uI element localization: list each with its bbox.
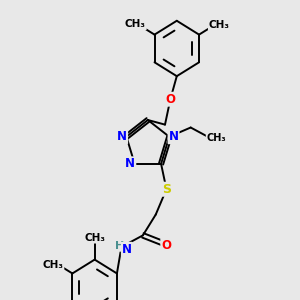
Text: CH₃: CH₃ bbox=[84, 233, 105, 243]
Text: CH₃: CH₃ bbox=[207, 133, 226, 143]
Text: H: H bbox=[115, 241, 124, 251]
Text: N: N bbox=[169, 130, 178, 143]
Text: O: O bbox=[161, 239, 171, 252]
Text: N: N bbox=[125, 157, 135, 170]
Text: S: S bbox=[162, 183, 171, 196]
Text: N: N bbox=[117, 130, 127, 143]
Text: CH₃: CH₃ bbox=[209, 20, 230, 30]
Text: N: N bbox=[122, 243, 132, 256]
Text: O: O bbox=[165, 93, 176, 106]
Text: CH₃: CH₃ bbox=[43, 260, 64, 270]
Text: CH₃: CH₃ bbox=[125, 19, 146, 29]
